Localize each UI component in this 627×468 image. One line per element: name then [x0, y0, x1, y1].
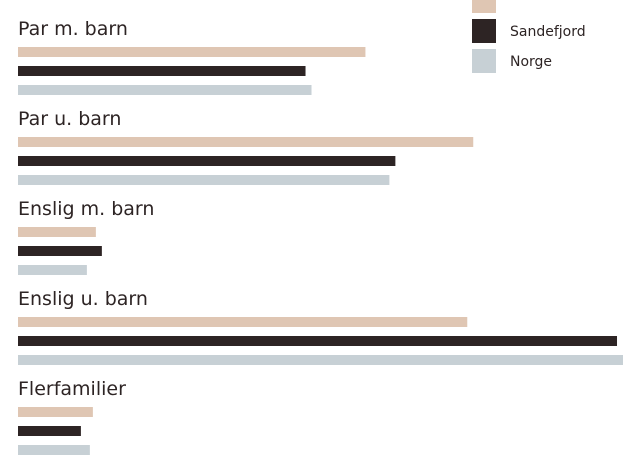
- legend-swatch: [472, 49, 496, 73]
- category-label: Flerfamilier: [18, 378, 126, 400]
- bar: [18, 317, 468, 327]
- bar: [18, 47, 366, 57]
- bar: [18, 426, 81, 436]
- bar: [18, 246, 102, 256]
- bar: [18, 445, 90, 455]
- category-group: Enslig m. barn: [18, 198, 154, 275]
- bar: [18, 227, 96, 237]
- bar: [18, 137, 474, 147]
- bar: [18, 66, 306, 76]
- bar: [18, 85, 312, 95]
- category-label: Par u. barn: [18, 108, 121, 130]
- legend-label: Norge: [510, 54, 552, 70]
- category-label: Enslig u. barn: [18, 288, 148, 310]
- bar: [18, 175, 390, 185]
- category-group: Par m. barn: [18, 18, 366, 95]
- category-group: Flerfamilier: [18, 378, 126, 455]
- category-label: Par m. barn: [18, 18, 128, 40]
- category-group: Enslig u. barn: [18, 288, 623, 365]
- bar: [18, 407, 93, 417]
- legend-swatch: [472, 0, 496, 13]
- bar: [18, 265, 87, 275]
- bar: [18, 355, 623, 365]
- legend: Sandefjord Norge: [472, 0, 586, 73]
- bar-groups: Par m. barn Par u. barn Enslig m. barn Ensl…: [18, 18, 623, 455]
- bar: [18, 156, 396, 166]
- legend-swatch: [472, 19, 496, 43]
- category-group: Par u. barn: [18, 108, 474, 185]
- category-label: Enslig m. barn: [18, 198, 154, 220]
- bar: [18, 336, 618, 346]
- legend-label: Sandefjord: [510, 24, 586, 40]
